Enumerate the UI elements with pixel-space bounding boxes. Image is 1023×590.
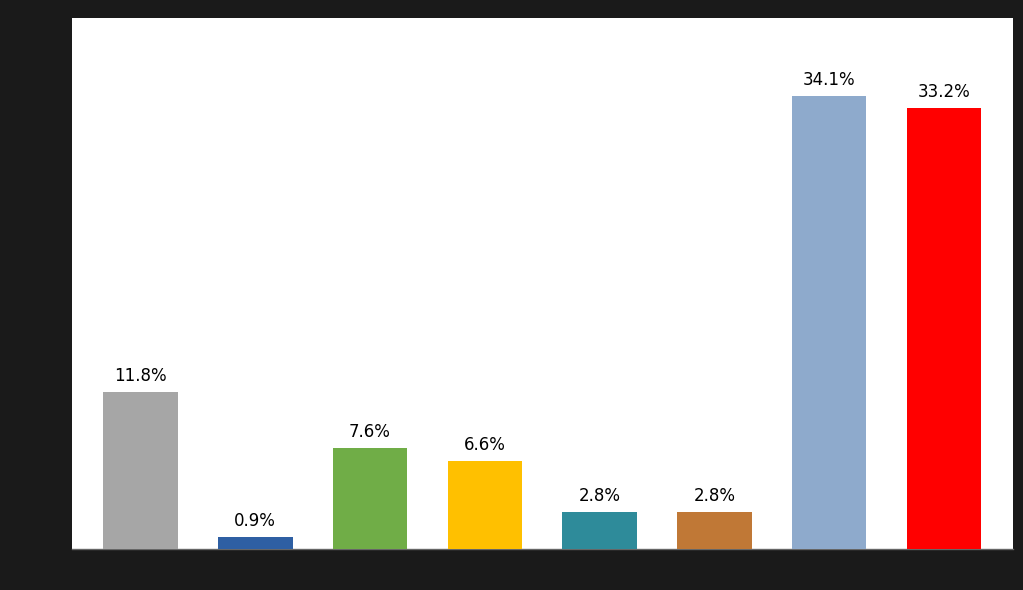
Bar bbox=[906, 108, 981, 549]
Text: 2.8%: 2.8% bbox=[694, 487, 736, 505]
Text: 33.2%: 33.2% bbox=[918, 83, 970, 101]
Bar bbox=[563, 512, 637, 549]
Bar bbox=[103, 392, 178, 549]
Text: 11.8%: 11.8% bbox=[115, 368, 167, 385]
Text: 2.8%: 2.8% bbox=[579, 487, 621, 505]
Bar bbox=[792, 96, 866, 549]
Bar bbox=[677, 512, 752, 549]
Text: 34.1%: 34.1% bbox=[803, 71, 855, 89]
Bar bbox=[447, 461, 522, 549]
Text: 6.6%: 6.6% bbox=[463, 437, 505, 454]
Bar bbox=[332, 448, 407, 549]
Bar bbox=[218, 537, 293, 549]
Text: 0.9%: 0.9% bbox=[234, 512, 276, 530]
Text: 7.6%: 7.6% bbox=[349, 423, 391, 441]
